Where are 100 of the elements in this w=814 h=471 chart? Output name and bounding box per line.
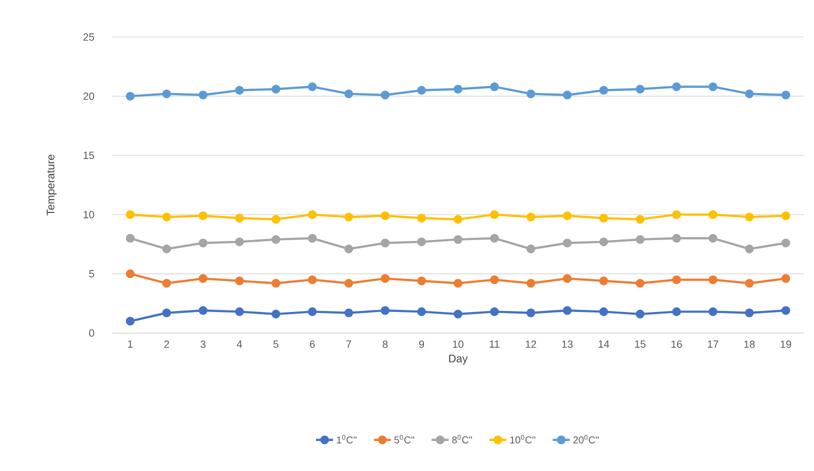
point [636, 235, 644, 244]
point [562, 306, 572, 315]
point [126, 269, 135, 278]
point [162, 212, 172, 222]
point [454, 278, 462, 288]
point [490, 275, 499, 284]
x-tick-label: 13 [562, 340, 573, 348]
point [198, 238, 208, 248]
y-tick-label: 10 [84, 210, 94, 218]
point [562, 211, 572, 220]
point [744, 308, 754, 318]
x-tick-label: 4 [236, 340, 242, 348]
point [636, 278, 644, 288]
point [636, 214, 644, 224]
point [344, 244, 354, 254]
x-tick-label: 6 [310, 340, 315, 348]
point [162, 308, 172, 318]
point [599, 237, 608, 246]
point [417, 86, 426, 95]
point [672, 234, 681, 243]
y-tick-label: 5 [89, 270, 94, 278]
point [162, 89, 172, 98]
point [126, 210, 135, 219]
point [781, 238, 790, 248]
point [198, 90, 208, 100]
point [235, 276, 244, 286]
point [272, 214, 280, 224]
point [744, 212, 754, 222]
x-tick-label: 7 [346, 340, 352, 348]
point [708, 210, 718, 219]
point [126, 234, 135, 243]
legend-label: 10$^{0}$C" [510, 434, 536, 444]
point [417, 237, 426, 246]
point [490, 210, 499, 219]
point [235, 214, 244, 223]
y-tick-label: 25 [83, 33, 94, 41]
point [308, 275, 317, 284]
point [781, 211, 790, 220]
point [272, 235, 280, 244]
point [344, 212, 354, 222]
legend-label: 8$^{0}$C" [452, 434, 472, 444]
point [380, 211, 390, 220]
point [672, 82, 681, 92]
point [162, 278, 172, 288]
point [490, 82, 499, 92]
point [272, 84, 280, 94]
x-axis-title: Day [449, 354, 468, 365]
point [490, 307, 499, 316]
point [744, 89, 754, 98]
point [672, 307, 681, 316]
point [344, 308, 354, 318]
point [198, 211, 208, 220]
point [599, 214, 608, 223]
point [308, 82, 317, 92]
point [526, 89, 536, 98]
point [526, 278, 536, 288]
point [672, 275, 681, 284]
legend-label: 1$^{0}$C" [336, 434, 356, 444]
point [235, 307, 244, 316]
point [781, 274, 790, 283]
point [454, 235, 462, 244]
point [708, 234, 718, 243]
point [198, 306, 208, 315]
y-tick-label: 15 [84, 152, 94, 160]
x-tick-label: 2 [164, 340, 170, 348]
point [708, 307, 718, 316]
x-tick-label: 11 [490, 340, 500, 348]
point [454, 310, 462, 318]
x-tick-label: 15 [635, 340, 646, 348]
point [308, 210, 317, 219]
point [417, 276, 426, 286]
point [454, 214, 462, 224]
point [636, 84, 644, 94]
point [744, 278, 754, 288]
point [562, 90, 572, 100]
point [126, 92, 135, 101]
point [235, 86, 244, 95]
point [344, 278, 354, 288]
x-tick-label: 12 [526, 340, 536, 348]
x-tick-label: 1 [128, 340, 133, 348]
y-tick-label: 20 [83, 92, 94, 100]
point [308, 307, 317, 316]
point [708, 82, 718, 92]
x-tick-label: 19 [780, 340, 792, 348]
legend-label: 20$^{0}$C" [573, 434, 599, 444]
point [380, 306, 390, 315]
point [526, 244, 536, 254]
point [636, 310, 644, 318]
point [672, 210, 681, 219]
point [526, 308, 536, 318]
x-tick-label: 14 [598, 340, 610, 348]
x-tick-label: 8 [382, 340, 388, 348]
legend-label: 5$^{0}$C" [394, 434, 414, 444]
x-tick-label: 9 [419, 340, 424, 348]
point [599, 307, 608, 316]
point [380, 274, 390, 283]
point [162, 244, 172, 254]
point [599, 276, 608, 286]
point [126, 316, 135, 326]
x-tick-label: 17 [708, 340, 718, 348]
